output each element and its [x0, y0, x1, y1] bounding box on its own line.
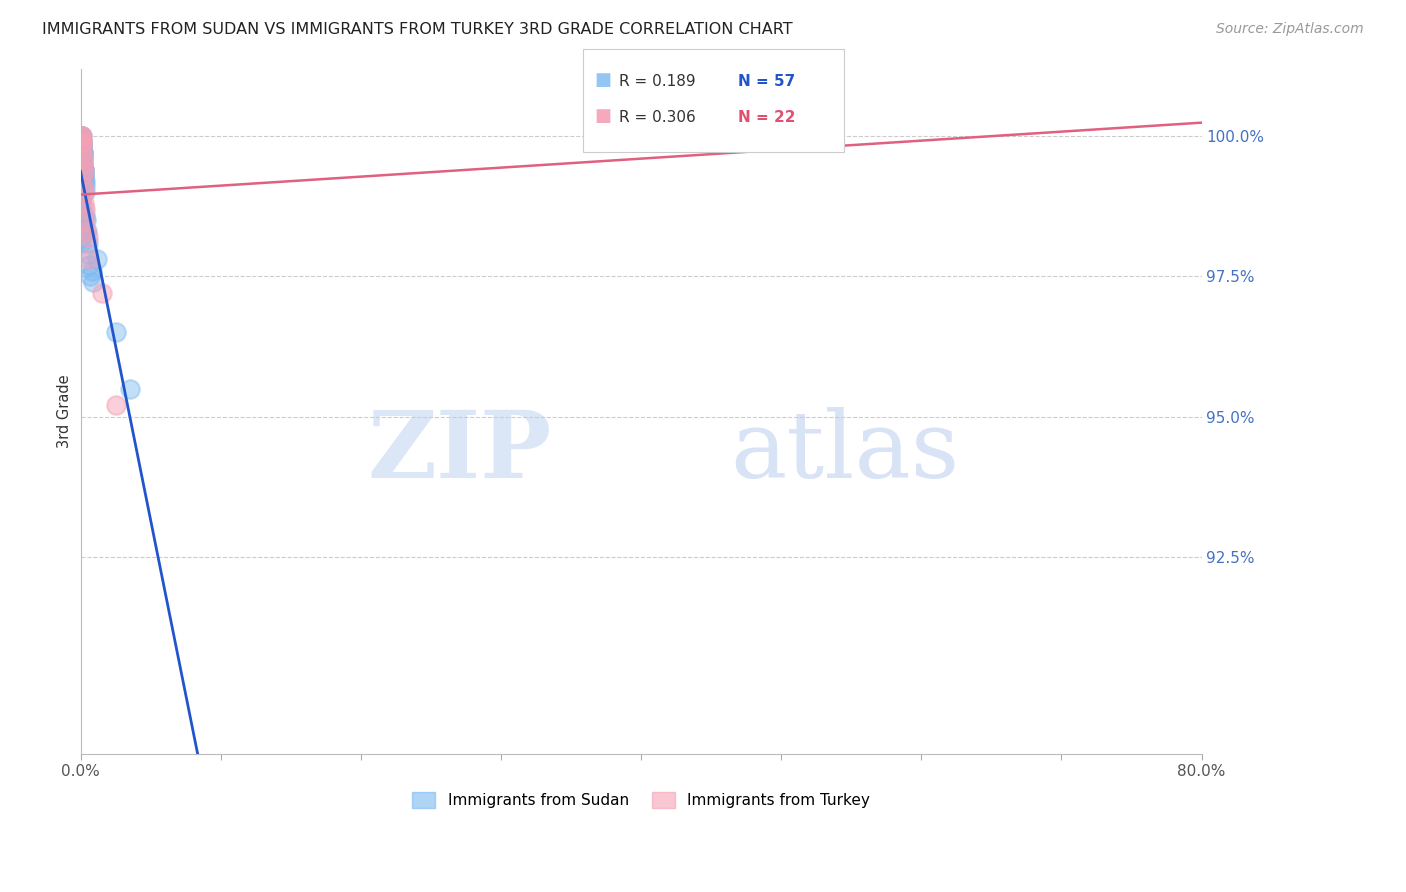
- Point: [72, 157, 94, 171]
- Point: [72, 162, 94, 177]
- Text: atlas: atlas: [731, 407, 960, 497]
- Point: [70, 128, 93, 143]
- Point: [72, 157, 94, 171]
- Point: [69, 185, 91, 199]
- Point: [104, 398, 127, 412]
- Point: [73, 202, 96, 216]
- Point: [69, 230, 91, 244]
- Point: [70, 135, 93, 149]
- Point: [104, 326, 127, 340]
- Point: [72, 152, 94, 166]
- Point: [69, 202, 91, 216]
- Point: [73, 174, 96, 188]
- Point: [70, 128, 93, 143]
- Point: [70, 128, 93, 143]
- Text: R = 0.189: R = 0.189: [619, 74, 695, 89]
- Point: [90, 286, 112, 301]
- Point: [73, 168, 96, 182]
- Point: [69, 224, 91, 238]
- Point: [70, 135, 93, 149]
- Point: [73, 196, 96, 211]
- Point: [756, 128, 779, 143]
- Text: ■: ■: [595, 107, 612, 125]
- Point: [72, 140, 94, 154]
- Point: [72, 168, 94, 182]
- Point: [69, 207, 91, 221]
- Point: [69, 157, 91, 171]
- Point: [72, 162, 94, 177]
- Point: [70, 128, 93, 143]
- Point: [72, 157, 94, 171]
- Text: N = 22: N = 22: [738, 110, 796, 125]
- Point: [72, 140, 94, 154]
- Point: [70, 135, 93, 149]
- Point: [69, 191, 91, 205]
- Point: [69, 196, 91, 211]
- Point: [73, 185, 96, 199]
- Point: [118, 382, 141, 396]
- Point: [73, 168, 96, 182]
- Point: [79, 269, 101, 284]
- Text: ZIP: ZIP: [367, 407, 551, 497]
- Point: [69, 235, 91, 250]
- Point: [70, 135, 93, 149]
- Point: [77, 247, 100, 261]
- Text: ■: ■: [595, 71, 612, 89]
- Point: [69, 168, 91, 182]
- Point: [76, 230, 98, 244]
- Point: [69, 219, 91, 233]
- Point: [75, 185, 97, 199]
- Text: Source: ZipAtlas.com: Source: ZipAtlas.com: [1216, 22, 1364, 37]
- Point: [72, 145, 94, 160]
- Point: [72, 179, 94, 194]
- Point: [69, 162, 91, 177]
- Point: [86, 252, 108, 267]
- Point: [73, 162, 96, 177]
- Point: [72, 140, 94, 154]
- Point: [70, 135, 93, 149]
- Point: [70, 128, 93, 143]
- Point: [70, 128, 93, 143]
- Text: R = 0.306: R = 0.306: [619, 110, 696, 125]
- Point: [72, 145, 94, 160]
- Point: [75, 213, 97, 227]
- Point: [73, 174, 96, 188]
- Point: [70, 128, 93, 143]
- Legend: Immigrants from Sudan, Immigrants from Turkey: Immigrants from Sudan, Immigrants from T…: [406, 786, 876, 814]
- Point: [70, 128, 93, 143]
- Point: [77, 258, 100, 272]
- Point: [80, 263, 103, 277]
- Point: [82, 275, 104, 289]
- Point: [75, 207, 97, 221]
- Text: N = 57: N = 57: [738, 74, 796, 89]
- Point: [73, 168, 96, 182]
- Point: [73, 162, 96, 177]
- Point: [75, 213, 97, 227]
- Point: [77, 252, 100, 267]
- Point: [76, 235, 98, 250]
- Point: [69, 179, 91, 194]
- Point: [72, 152, 94, 166]
- Point: [69, 174, 91, 188]
- Point: [70, 145, 93, 160]
- Point: [69, 128, 91, 143]
- Point: [76, 224, 98, 238]
- Point: [70, 140, 93, 154]
- Point: [70, 140, 93, 154]
- Point: [72, 152, 94, 166]
- Y-axis label: 3rd Grade: 3rd Grade: [58, 375, 72, 448]
- Point: [75, 224, 97, 238]
- Point: [69, 213, 91, 227]
- Point: [73, 179, 96, 194]
- Text: IMMIGRANTS FROM SUDAN VS IMMIGRANTS FROM TURKEY 3RD GRADE CORRELATION CHART: IMMIGRANTS FROM SUDAN VS IMMIGRANTS FROM…: [42, 22, 793, 37]
- Point: [72, 145, 94, 160]
